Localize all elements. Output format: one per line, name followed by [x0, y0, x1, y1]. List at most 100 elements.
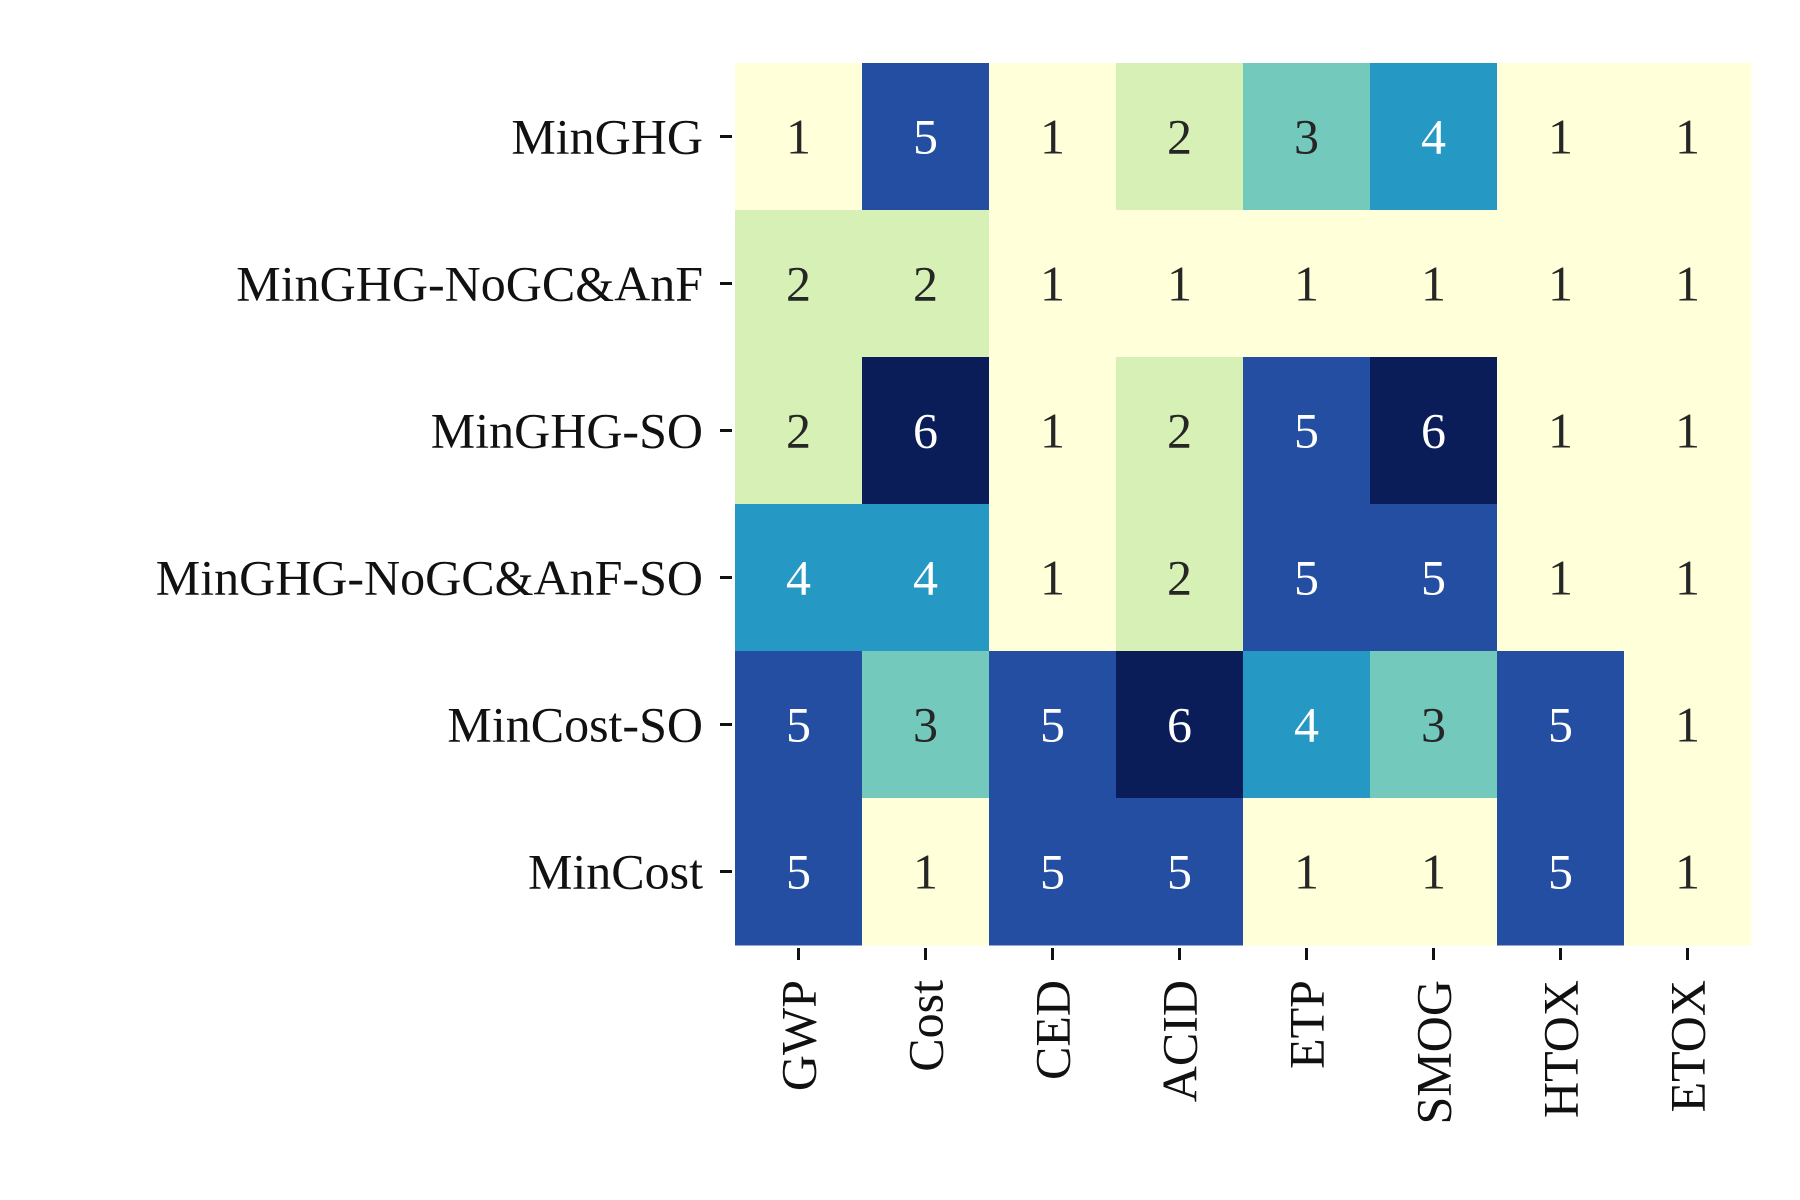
cell-value-label: 1	[1548, 256, 1573, 312]
cell-value-label: 1	[1294, 256, 1319, 312]
heatmap-cell-minghg-so-acid	[1116, 357, 1244, 505]
cell-value-label: 3	[1294, 109, 1319, 165]
cell-value-label: 5	[1040, 844, 1065, 900]
x-tick-label-gwp: GWP	[771, 980, 827, 1091]
cell-value-label: 1	[1040, 256, 1065, 312]
cell-value-label: 6	[913, 403, 938, 459]
cell-value-label: 1	[1421, 256, 1446, 312]
heatmap-cell-mincost-so-cost	[862, 651, 990, 799]
cell-value-label: 1	[1040, 109, 1065, 165]
heatmap-cell-mincost-so-etp	[1243, 651, 1371, 799]
cell-value-label: 4	[1294, 697, 1319, 753]
heatmap-cell-minghg-so-htox	[1497, 357, 1625, 505]
cell-value-label: 6	[1167, 697, 1192, 753]
y-tick-label-minghg: MinGHG	[511, 109, 703, 165]
heatmap-cell-minghg-etp	[1243, 63, 1371, 211]
y-tick-label-mincost-so: MinCost-SO	[447, 697, 703, 753]
heatmap-cell-minghg-nogcandanf-etox	[1624, 210, 1752, 358]
x-tick-label-htox: HTOX	[1533, 980, 1589, 1118]
cell-value-label: 5	[1167, 844, 1192, 900]
x-axis: GWP Cost CED ACID ETP SMOG HTOX ETOX	[771, 948, 1716, 1124]
heatmap-cell-minghg-nogcandanf-so-acid	[1116, 504, 1244, 652]
cell-value-label: 1	[1040, 403, 1065, 459]
cell-value-label: 1	[1548, 109, 1573, 165]
heatmap-cell-mincost-ced	[989, 798, 1117, 946]
x-tick-label-etox: ETOX	[1660, 980, 1716, 1112]
cell-value-label: 5	[1548, 697, 1573, 753]
cell-value-label: 2	[913, 256, 938, 312]
cell-value-label: 5	[913, 109, 938, 165]
heatmap-cell-minghg-acid	[1116, 63, 1244, 211]
cell-value-label: 3	[1421, 697, 1446, 753]
cell-value-label: 1	[1675, 550, 1700, 606]
heatmap-cell-minghg-nogcandanf-acid	[1116, 210, 1244, 358]
cell-value-label: 1	[1675, 109, 1700, 165]
heatmap-cell-mincost-so-ced	[989, 651, 1117, 799]
heatmap-cell-minghg-so-smog	[1370, 357, 1498, 505]
heatmap-cell-minghg-so-etp	[1243, 357, 1371, 505]
cell-value-label: 5	[1548, 844, 1573, 900]
heatmap-cell-mincost-so-htox	[1497, 651, 1625, 799]
cell-value-label: 5	[1040, 697, 1065, 753]
x-tick-label-ced: CED	[1025, 980, 1081, 1080]
cell-value-label: 2	[1167, 403, 1192, 459]
cell-value-label: 1	[1675, 697, 1700, 753]
heatmap-cell-minghg-nogcandanf-so-ced	[989, 504, 1117, 652]
heatmap-cell-minghg-smog	[1370, 63, 1498, 211]
cell-value-label: 6	[1421, 403, 1446, 459]
heatmap-value-labels: 1 5 1 2 3 4 1 1 2 2 1 1 1 1 1 1 2 6 1 2 5 6 1 1 4 4 1 2 5 5 1 1 5 3 5 6 4 3 5 1…	[786, 109, 1700, 900]
heatmap-cell-minghg-gwp	[735, 63, 863, 211]
heatmap-cell-minghg-etox	[1624, 63, 1752, 211]
cell-value-label: 1	[1675, 403, 1700, 459]
heatmap-cell-minghg-so-cost	[862, 357, 990, 505]
heatmap-cell-mincost-etp	[1243, 798, 1371, 946]
heatmap-cell-minghg-nogcandanf-smog	[1370, 210, 1498, 358]
heatmap-cell-mincost-so-acid	[1116, 651, 1244, 799]
cell-value-label: 2	[786, 256, 811, 312]
cell-value-label: 3	[913, 697, 938, 753]
cell-value-label: 1	[1040, 550, 1065, 606]
heatmap-cell-mincost-so-etox	[1624, 651, 1752, 799]
cell-value-label: 1	[1675, 256, 1700, 312]
x-tick-label-smog: SMOG	[1406, 980, 1462, 1124]
y-tick-label-minghg-nogcandanf-so: MinGHG-NoGC&AnF-SO	[156, 550, 703, 606]
heatmap-cell-minghg-so-etox	[1624, 357, 1752, 505]
heatmap-cell-minghg-nogcandanf-etp	[1243, 210, 1371, 358]
cell-value-label: 5	[786, 697, 811, 753]
heatmap-cell-minghg-nogcandanf-ced	[989, 210, 1117, 358]
cell-value-label: 2	[1167, 109, 1192, 165]
cell-value-label: 1	[913, 844, 938, 900]
cell-value-label: 2	[1167, 550, 1192, 606]
heatmap-cell-minghg-nogcandanf-so-etp	[1243, 504, 1371, 652]
heatmap-cell-minghg-nogcandanf-cost	[862, 210, 990, 358]
heatmap-cell-mincost-gwp	[735, 798, 863, 946]
heatmap-cell-minghg-nogcandanf-so-gwp	[735, 504, 863, 652]
cell-value-label: 5	[1294, 550, 1319, 606]
cell-value-label: 1	[1167, 256, 1192, 312]
heatmap-cell-mincost-so-gwp	[735, 651, 863, 799]
heatmap-cells	[735, 63, 1752, 946]
heatmap-cell-minghg-nogcandanf-so-cost	[862, 504, 990, 652]
heatmap-cell-minghg-nogcandanf-htox	[1497, 210, 1625, 358]
heatmap-cell-mincost-htox	[1497, 798, 1625, 946]
cell-value-label: 5	[786, 844, 811, 900]
cell-value-label: 5	[1421, 550, 1446, 606]
cell-value-label: 4	[786, 550, 811, 606]
cell-value-label: 1	[1548, 403, 1573, 459]
heatmap-cell-minghg-nogcandanf-so-htox	[1497, 504, 1625, 652]
x-tick-label-etp: ETP	[1279, 980, 1335, 1069]
heatmap-cell-minghg-nogcandanf-so-etox	[1624, 504, 1752, 652]
cell-value-label: 1	[1675, 844, 1700, 900]
cell-value-label: 1	[786, 109, 811, 165]
cell-value-label: 4	[1421, 109, 1446, 165]
cell-value-label: 2	[786, 403, 811, 459]
heatmap-cell-mincost-smog	[1370, 798, 1498, 946]
y-axis: MinGHG MinGHG-NoGC&AnF MinGHG-SO MinGHG-NoG…	[156, 109, 732, 900]
cell-value-label: 1	[1294, 844, 1319, 900]
heatmap-cell-mincost-acid	[1116, 798, 1244, 946]
x-tick-label-cost: Cost	[898, 980, 954, 1072]
heatmap-cell-minghg-cost	[862, 63, 990, 211]
cell-value-label: 5	[1294, 403, 1319, 459]
heatmap-cell-minghg-nogcandanf-gwp	[735, 210, 863, 358]
y-tick-label-minghg-so: MinGHG-SO	[431, 403, 703, 459]
